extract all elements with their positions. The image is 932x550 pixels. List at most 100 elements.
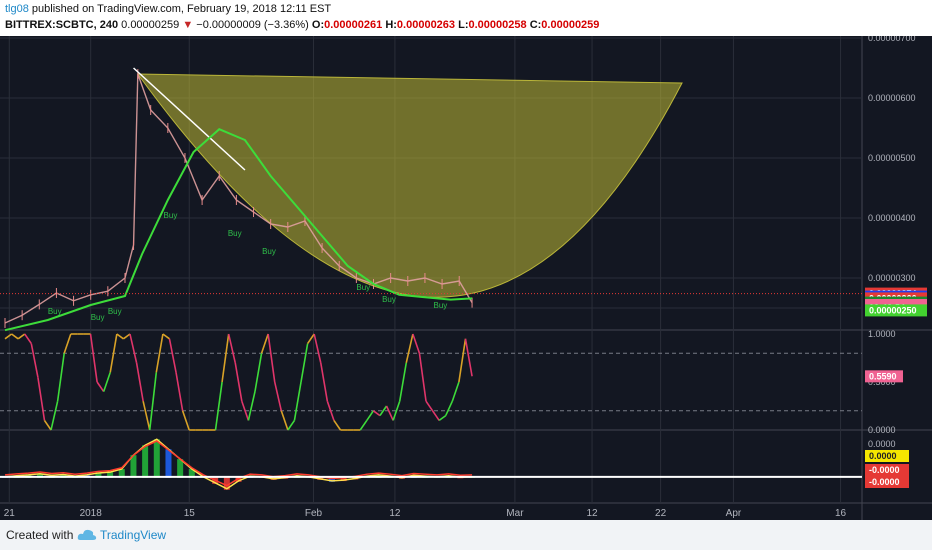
oscillator-segment [359,419,368,431]
macd-histogram-bar [142,445,149,478]
macd-line [4,440,473,487]
low-value: 0.00000258 [468,19,527,31]
x-tick-label: 15 [184,508,196,519]
publish-info: published on TradingView.com, February 1… [28,3,332,15]
price-badge [865,304,927,317]
tradingview-cloud-icon[interactable] [77,528,97,542]
created-with-label: Created with [6,528,74,542]
macd-histogram-bar [235,476,242,482]
oscillator-segment [267,333,276,383]
oscillator-segment [431,410,440,421]
high-label: H: [385,19,397,31]
y-tick-label: 1.0000 [868,329,896,339]
x-tick-label: Mar [506,508,524,519]
oscillator-segment [155,333,164,373]
oscillator-segment [300,343,309,383]
macd-signal-line [4,438,473,490]
oscillator-segment [116,333,124,340]
buy-signal-label: Buy [91,313,105,322]
macd-value-badge [865,464,909,476]
oscillator-segment [43,419,52,431]
buy-signal-label: Buy [262,247,276,256]
oscillator-segment [109,333,118,373]
oscillator-segment [445,400,454,416]
oscillator-segment [168,338,177,373]
price-series-line [4,73,473,324]
macd-histogram-bar [177,459,184,478]
x-tick-label: 12 [389,508,401,519]
chart-header: tlg08 published on TradingView.com, Febr… [0,0,932,36]
oscillator-segment [214,381,223,431]
last-price: 0.00000259 [121,19,180,31]
oscillator-segment [122,333,131,340]
moving-average-line [4,128,473,332]
macd-histogram-bar [223,476,230,490]
publish-line: tlg08 published on TradingView.com, Febr… [5,3,331,15]
oscillator-segment [418,353,427,402]
oscillator-segment [333,419,342,431]
tradingview-link[interactable]: TradingView [100,528,167,542]
x-tick-label: 2018 [80,508,103,519]
author-link[interactable]: tlg08 [5,3,29,15]
oscillator-segment [129,333,138,363]
oscillator-segment [241,400,250,421]
macd-histogram-bar [153,439,160,478]
x-tick-label: 22 [655,508,667,519]
macd-value-badge [865,450,909,462]
oscillator-segment [366,410,375,421]
oscillator-segment [4,333,13,340]
macd-histogram-bar [340,476,347,482]
macd-histogram-bar [130,455,137,478]
macd-histogram-bar [328,476,335,482]
oscillator-segment [293,381,302,421]
price-badge-label: 0.00000250 [869,305,917,315]
macd-histogram-bar [188,468,195,478]
oscillator-segment [162,333,170,340]
x-tick-label: 12 [586,508,598,519]
low-label: L: [458,19,469,31]
x-tick-label: 16 [835,508,847,519]
y-tick-label: 0.00000500 [868,153,916,163]
oscillator-segment [405,333,414,363]
x-tick-label: 21 [4,508,16,519]
oscillator-value-badge [865,370,903,383]
buy-signal-label: Buy [48,307,62,316]
chart-area[interactable]: 21 2018 15 Feb 12 Mar 12 22 Apr 16 0.00000700 0.000… [0,33,932,520]
y-tick-label: 0.00000400 [868,213,916,223]
oscillator-segment [247,391,256,421]
oscillator-segment [438,414,447,422]
oscillator-value-label: 0.5590 [869,371,897,381]
oscillator-segment [313,333,322,363]
buy-signal-label: Buy [382,295,396,304]
chart-svg[interactable]: 21 2018 15 Feb 12 Mar 12 22 Apr 16 0.00000700 0.000… [0,33,932,520]
cup-pattern-shape [136,73,683,298]
oscillator-segment [30,343,39,378]
macd-value-badge [865,476,909,488]
oscillator-segment [392,400,401,421]
oscillator-segment [37,377,46,421]
trend-line [133,67,246,171]
oscillator-segment [102,372,112,392]
oscillator-segment [451,381,460,402]
oscillator-segment [181,410,190,431]
oscillator-segment [412,333,421,354]
oscillator-segment [398,362,408,402]
oscillator-segment [254,353,263,392]
footer: Created with TradingView [0,520,932,550]
symbol-label[interactable]: BITTREX:SCBTC, 240 [5,19,119,31]
y-tick-label: 0.00000600 [868,93,916,103]
oscillator-segment [273,381,283,411]
close-value: 0.00000259 [541,19,600,31]
oscillator-segment [89,333,98,383]
oscillator-segment [148,372,158,431]
oscillator-segment [227,333,237,363]
y-tick-label: 0.0000 [868,439,896,449]
buy-signal-label: Buy [356,283,370,292]
oscillator-segment [234,362,243,402]
oscillator-segment [280,410,289,431]
x-tick-label: Feb [305,508,323,519]
macd-histogram-bar [107,472,114,478]
macd-histogram-bar [37,473,44,478]
close-label: C: [529,19,542,31]
oscillator-segment [260,333,269,354]
